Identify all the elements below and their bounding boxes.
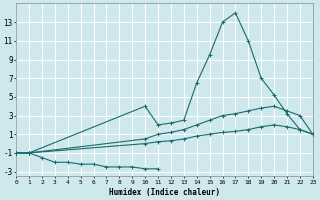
- X-axis label: Humidex (Indice chaleur): Humidex (Indice chaleur): [109, 188, 220, 197]
